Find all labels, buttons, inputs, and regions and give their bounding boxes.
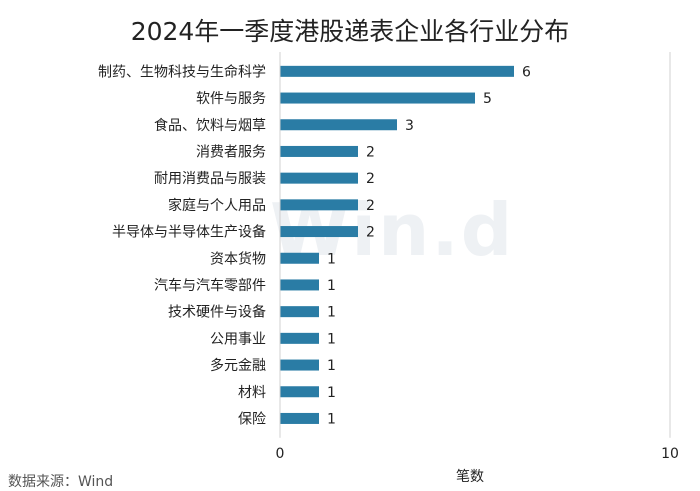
bar xyxy=(280,92,475,104)
data-label: 1 xyxy=(327,331,336,347)
bar xyxy=(280,359,319,371)
bar xyxy=(280,306,319,318)
data-label: 5 xyxy=(483,91,492,107)
data-label: 2 xyxy=(366,198,375,214)
category-label: 技术硬件与设备 xyxy=(168,304,266,321)
bar xyxy=(280,226,358,238)
data-label: 1 xyxy=(327,305,336,321)
category-label: 家庭与个人用品 xyxy=(168,197,266,214)
category-label: 多元金融 xyxy=(210,357,266,374)
bar xyxy=(280,199,358,211)
bar xyxy=(280,412,319,424)
data-label: 6 xyxy=(522,64,531,80)
x-tick-label: 0 xyxy=(276,446,285,462)
category-label: 保险 xyxy=(238,411,266,427)
data-label: 2 xyxy=(366,171,375,187)
bar xyxy=(280,172,358,184)
plot-area: 制药、生物科技与生命科学 6 软件与服务 5 食品、饮料与烟草 3 消费者服务 2 耐用消费品与… xyxy=(98,52,679,485)
data-label: 1 xyxy=(327,278,336,294)
category-label: 资本货物 xyxy=(210,250,266,267)
source-note: 数据来源：Wind xyxy=(8,474,114,490)
category-label: 耐用消费品与服装 xyxy=(154,171,266,187)
bar xyxy=(280,279,319,291)
category-label: 制药、生物科技与生命科学 xyxy=(98,63,266,80)
bar xyxy=(280,252,319,264)
bar xyxy=(280,332,319,344)
bar xyxy=(280,145,358,157)
x-tick-label: 10 xyxy=(661,446,679,462)
data-label: 2 xyxy=(366,225,375,241)
category-label: 消费者服务 xyxy=(196,144,266,160)
category-label: 软件与服务 xyxy=(196,91,266,107)
category-label: 公用事业 xyxy=(210,331,266,347)
data-label: 1 xyxy=(327,385,336,401)
bar xyxy=(280,65,514,77)
bar xyxy=(280,119,397,131)
data-label: 1 xyxy=(327,251,336,267)
data-label: 1 xyxy=(327,411,336,427)
category-label: 材料 xyxy=(238,385,266,401)
category-label: 食品、饮料与烟草 xyxy=(154,117,266,134)
bar xyxy=(280,386,319,398)
data-label: 3 xyxy=(405,118,414,134)
data-label: 1 xyxy=(327,358,336,374)
category-label: 半导体与半导体生产设备 xyxy=(112,224,266,241)
category-label: 汽车与汽车零部件 xyxy=(154,277,266,294)
data-label: 2 xyxy=(366,144,375,160)
x-axis-title: 笔数 xyxy=(456,469,484,485)
chart-title: 2024年一季度港股递表企业各行业分布 xyxy=(130,17,570,46)
